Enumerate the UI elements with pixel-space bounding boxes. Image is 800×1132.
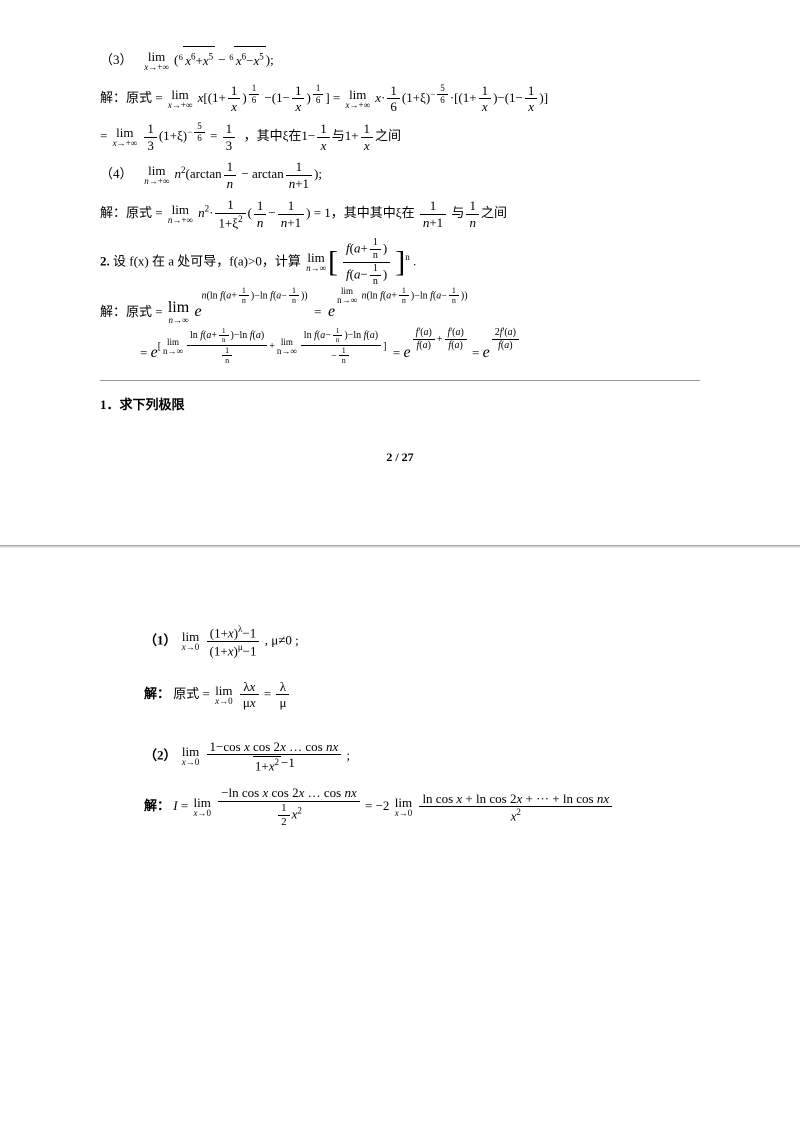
section-1-text: 1．求下列极限: [100, 397, 185, 412]
problem-2b: 2. 设 f(x) 在 a 处可导，f(a)>0，计算 limn→∞[f(a+1…: [100, 237, 700, 288]
p2-2-label: （2）: [144, 747, 177, 762]
problem-p2-1: （1） limx→0 (1+x)λ−1(1+x)μ−1 , μ≠0 ;: [144, 624, 700, 659]
solution-3-line2: = limx→+∞ 13(1+ξ)−56 = 13 ，其中ξ在1−1x与1+1x…: [100, 121, 700, 153]
problem-3: （3） limx→+∞ (⁶x6+x5 − ⁶x6−x5);: [100, 46, 700, 77]
problem-3-label: （3）: [100, 52, 133, 67]
lim: limx→+∞: [144, 50, 169, 72]
solution-4: 解：原式 = limn→+∞ n2·11+ξ2(1n−1n+1) = 1，其中其…: [100, 197, 700, 231]
problem-4: （4） limn→+∞ n2(arctan1n − arctan1n+1);: [100, 159, 700, 191]
problem-p2-2: （2） limx→0 1−cos x cos 2x … cos nx1+x2−1…: [144, 739, 700, 774]
solution-p2-2: 解： I = limx→0 −ln cos x cos 2x … cos nx1…: [144, 785, 700, 829]
solution-p2-1: 解： 原式 = limx→0 λxμx = λμ: [144, 679, 700, 711]
problem-2b-text: 设 f(x) 在 a 处可导，f(a)>0，计算: [113, 253, 301, 268]
p2-1-label: （1）: [144, 632, 177, 647]
problem-4-label: （4）: [100, 166, 133, 181]
page-number: 2 / 27: [100, 450, 700, 465]
sol-prefix: 解：原式 =: [100, 90, 163, 105]
divider: [100, 380, 700, 381]
page-break: [0, 545, 800, 548]
sol-prefix: 解：: [144, 686, 170, 701]
solution-3-line1: 解：原式 = limx→+∞ x[(1+1x)16 −(1−1x)16] = l…: [100, 83, 700, 115]
solution-2b-line1: 解：原式 = limn→∞ en(ln f(a+1n)−ln f(a−1n)) …: [100, 294, 700, 329]
sol-prefix: 解：原式 =: [100, 304, 163, 319]
problem-2b-label: 2.: [100, 253, 110, 268]
section-1: 1．求下列极限: [100, 391, 700, 420]
solution-2b-line2: = e[limn→∞ln f(a+1n)−ln f(a)1n+limn→∞ln …: [140, 335, 700, 370]
sol-prefix: 解：: [144, 798, 170, 813]
